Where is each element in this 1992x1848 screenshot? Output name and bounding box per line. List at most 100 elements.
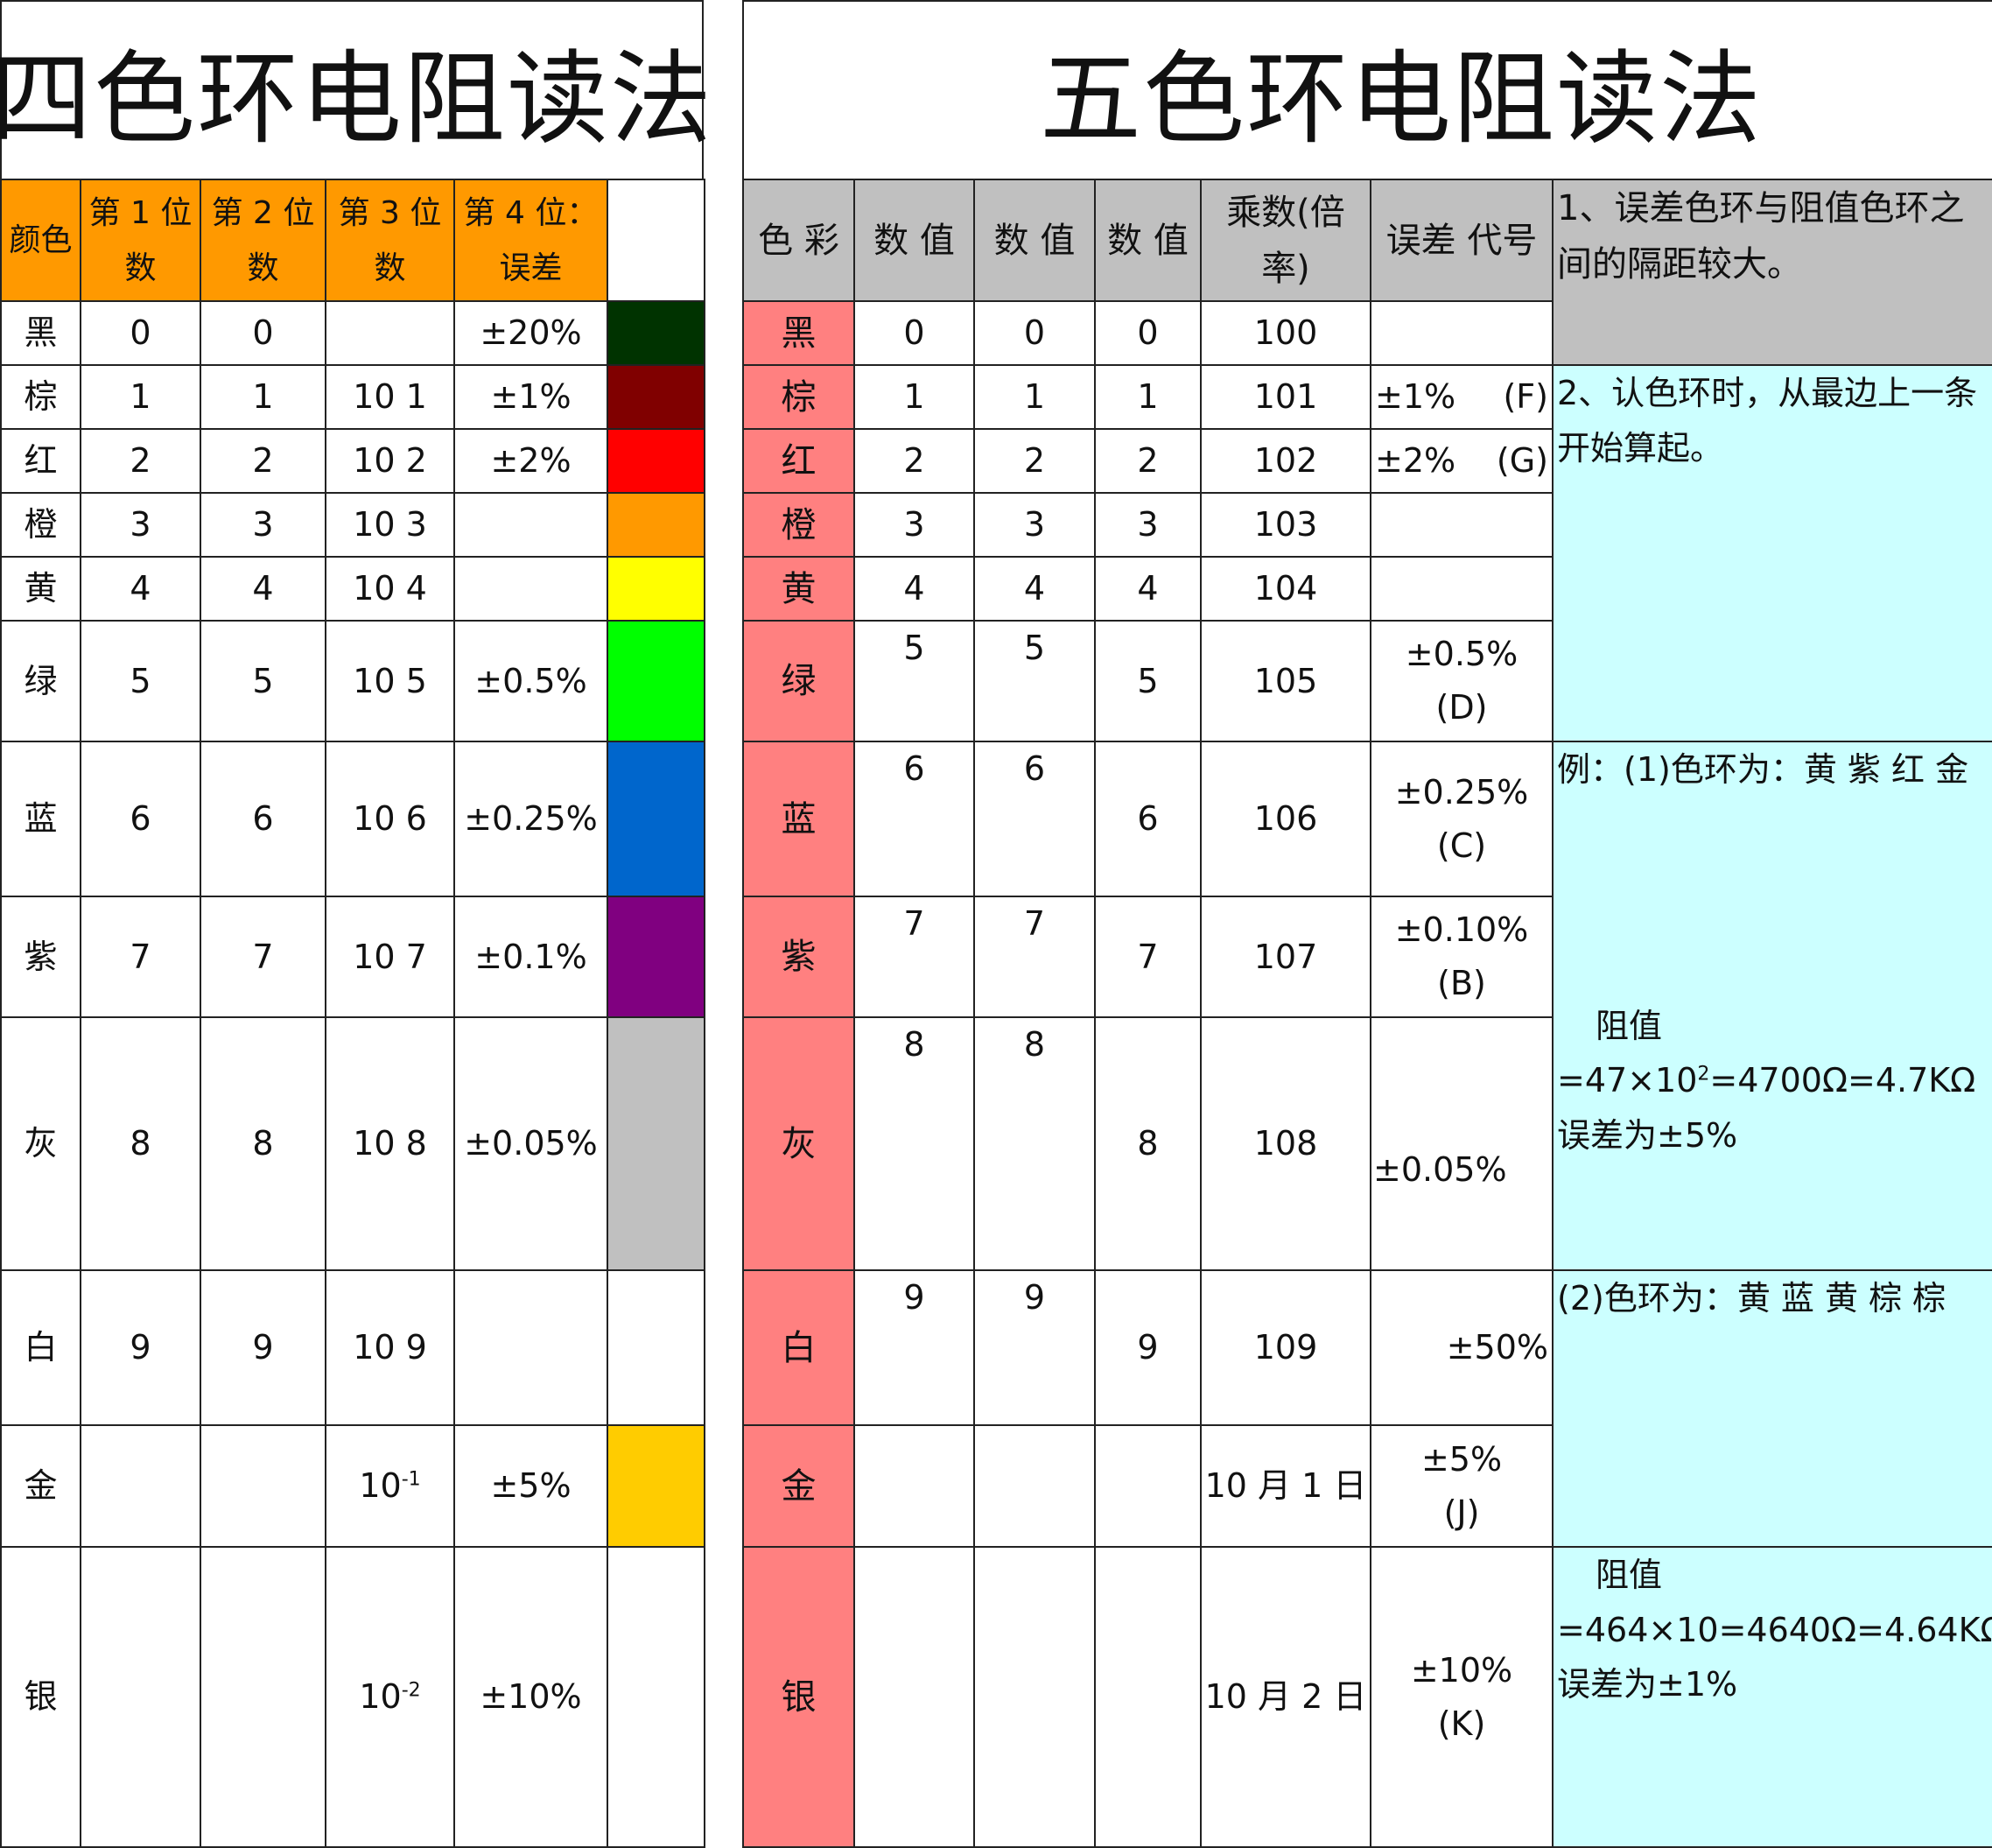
digit-2: 4 [200,556,326,622]
multiplier: 101 [1200,364,1371,430]
digit-3: 4 [1094,556,1202,622]
color-swatch [607,364,705,430]
digit-1: 4 [853,556,975,622]
digit-3: 8 [1094,1016,1202,1271]
digit-3: 1 [1094,364,1202,430]
table-row: 灰 8 8 8 108 ±0.05% [742,1016,1992,1271]
digit-3: 7 [1094,896,1202,1018]
tolerance [453,1269,608,1426]
table-row: 绿 5 5 5 105 ±0.5% (D) [742,620,1992,742]
multiplier: 10 1 [325,364,455,430]
multiplier: 10 8 [325,1016,455,1271]
four-band-header-row: 颜色 第 1 位数 第 2 位数 第 3 位数 第 4 位： 误差 [0,179,705,302]
digit-2: 2 [200,428,326,494]
digit-1 [80,1546,201,1848]
digit-2: 1 [200,364,326,430]
digit-1 [853,1546,975,1848]
digit-2: 0 [200,300,326,366]
digit-2: 5 [973,620,1096,742]
digit-1: 6 [80,741,201,897]
header-tolerance-code: 误差 代号 [1370,179,1554,302]
tolerance: ±0.05% [453,1016,608,1271]
multiplier: 10 7 [325,896,455,1018]
digit-2: 5 [200,620,326,742]
color-name: 紫 [0,896,81,1018]
digit-1: 2 [80,428,201,494]
multiplier: 10 月 2 日 [1200,1546,1371,1848]
color-name: 黄 [742,556,855,622]
color-swatch [607,896,705,1018]
color-name: 绿 [742,620,855,742]
digit-3: 6 [1094,741,1202,897]
example-1-tolerance: 误差为±5% [1557,1116,1738,1156]
note-start-reading: 2、认色环时，从最边上一条开始算起。 [1552,364,1992,742]
digit-1: 2 [853,428,975,494]
color-swatch [607,428,705,494]
tolerance-code: ±50% [1370,1269,1554,1426]
tolerance-code: ±0.10% (B) [1370,896,1554,1018]
digit-3: 5 [1094,620,1202,742]
multiplier: 100 [1200,300,1371,366]
multiplier: 10-2 [325,1546,455,1848]
title-frame-left [0,0,704,179]
color-name: 蓝 [0,741,81,897]
example-1-value: =47×102=4700Ω=4.7KΩ [1557,1061,1976,1100]
multiplier: 105 [1200,620,1371,742]
digit-1: 6 [853,741,975,897]
color-swatch [607,741,705,897]
example-2-result: 阻值 =464×10=4640Ω=4.64KΩ 误差为±1% [1552,1546,1992,1848]
tolerance: ±0.1% [453,896,608,1018]
example-1-value-label: 阻值 [1596,1006,1663,1045]
digit-1: 3 [853,492,975,558]
multiplier: 10 3 [325,492,455,558]
digit-1: 8 [853,1016,975,1271]
multiplier: 10 月 1 日 [1200,1424,1371,1548]
color-name: 金 [0,1424,81,1548]
tolerance: ±0.5% [453,620,608,742]
digit-1: 9 [853,1269,975,1426]
header-swatch [607,179,705,302]
multiplier: 10 6 [325,741,455,897]
multiplier: 103 [1200,492,1371,558]
color-name: 黑 [0,300,81,366]
header-multiplier: 乘数(倍 率) [1200,179,1371,302]
color-swatch [607,300,705,366]
multiplier: 108 [1200,1016,1371,1271]
color-swatch [607,1269,705,1426]
multiplier: 102 [1200,428,1371,494]
tolerance-code [1370,556,1554,622]
digit-2: 9 [200,1269,326,1426]
digit-2: 8 [200,1016,326,1271]
color-name: 黑 [742,300,855,366]
header-color: 颜色 [0,179,81,302]
digit-1 [80,1424,201,1548]
color-swatch [607,492,705,558]
tolerance: ±2% [453,428,608,494]
header-digit-1: 数 值 [853,179,975,302]
digit-1: 1 [853,364,975,430]
table-row: 黄 4 4 4 104 [742,556,1992,622]
table-row: 银 10-2 ±10% [0,1546,705,1848]
digit-3 [1094,1424,1202,1548]
digit-1: 7 [80,896,201,1018]
digit-1: 5 [80,620,201,742]
digit-2: 4 [973,556,1096,622]
table-row: 白 9 9 9 109 ±50% (2)色环为：黄 蓝 黄 棕 棕 [742,1269,1992,1548]
tolerance-code: ±2% (G) [1370,428,1554,494]
color-name: 金 [742,1424,855,1548]
digit-2: 8 [973,1016,1096,1271]
header-digit-3: 数 值 [1094,179,1202,302]
digit-2 [200,1546,326,1848]
tolerance-code: ±5% (J) [1370,1424,1554,1548]
note-band-spacing: 1、误差色环与阻值色环之间的隔距较大。 [1552,179,1992,366]
example-2-value-label: 阻值 [1596,1556,1663,1594]
table-row: 棕 1 1 10 1 ±1% [0,364,705,430]
four-band-table: 颜色 第 1 位数 第 2 位数 第 3 位数 第 4 位： 误差 黑 0 0 ±… [0,179,705,1848]
digit-1: 5 [853,620,975,742]
digit-2: 9 [973,1269,1096,1426]
table-row: 绿 5 5 10 5 ±0.5% [0,620,705,742]
tolerance: ±0.25% [453,741,608,897]
digit-2: 7 [973,896,1096,1018]
digit-3: 0 [1094,300,1202,366]
color-name: 红 [0,428,81,494]
